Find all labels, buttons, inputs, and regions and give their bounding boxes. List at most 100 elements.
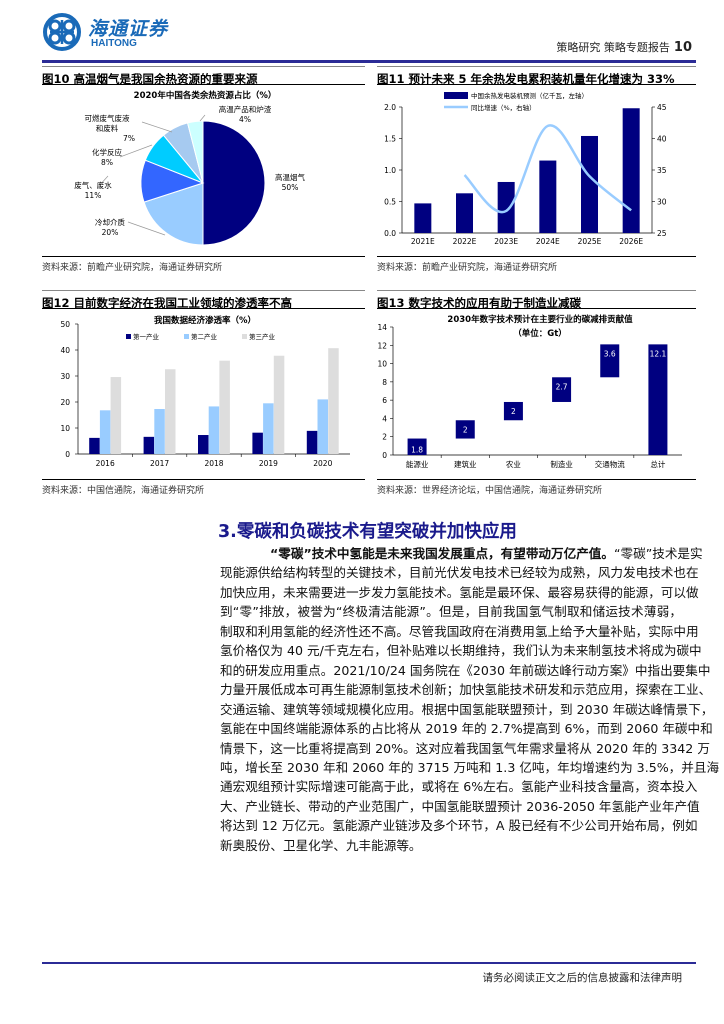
waterfall-bar xyxy=(552,377,572,402)
data-label: 1.8 xyxy=(411,446,423,455)
paragraph-line: 制取和利用氢能的经济性还不高。尽管我国政府在消费用氢上给予大量补贴，实际中用 xyxy=(220,623,699,639)
footer-disclaimer: 请务必阅读正文之后的信息披露和法律声明 xyxy=(482,972,683,984)
bar xyxy=(143,436,155,454)
bar xyxy=(581,135,598,233)
legend-swatch xyxy=(126,334,131,339)
y-tick-left: 0.0 xyxy=(384,229,396,238)
fig10-chart-title: 2020年中国各类余热资源占比（%） xyxy=(134,90,277,101)
y-tick-left: 1.0 xyxy=(384,166,396,175)
data-label: 2.7 xyxy=(556,382,568,391)
y-tick-right: 35 xyxy=(657,166,667,175)
x-tick: 交通物流 xyxy=(595,459,625,469)
fig13-chart-subtitle: （单位：Gt） xyxy=(513,328,567,339)
bar xyxy=(252,432,263,454)
bar xyxy=(263,403,274,454)
data-label: 12.1 xyxy=(650,349,667,358)
logo-english: HAITONG xyxy=(91,38,137,49)
waterfall-bar xyxy=(407,438,427,455)
data-label: 2 xyxy=(463,425,468,434)
pie-slice xyxy=(202,120,266,246)
body-paragraph: “零碳”技术中氢能是未来我国发展重点，有望带动万亿产值。“零碳”技术是实 现能源… xyxy=(220,544,720,855)
leader-line xyxy=(127,221,166,236)
slice-label: 化学反应 xyxy=(92,147,122,157)
legend-swatch xyxy=(242,334,247,339)
waterfall-bar xyxy=(455,420,475,439)
bar xyxy=(273,355,285,454)
leader-line xyxy=(141,121,173,133)
figure-11-source: 资料来源：前瞻产业研究院，海通证券研究所 xyxy=(377,256,696,273)
lead-sentence: “零碳”技术中氢能是未来我国发展重点，有望带动万亿产值。 xyxy=(270,546,614,561)
bar xyxy=(165,369,176,454)
slice-value: 8% xyxy=(101,158,113,167)
paragraph-line: 通宏观组预计实际增速可能高于此，或将在 6%左右。氢能产业科技含量高，资本投入 xyxy=(220,779,698,795)
report-type: 策略研究 策略专题报告 xyxy=(556,41,670,54)
x-tick: 总计 xyxy=(650,459,665,469)
page-number: 10 xyxy=(673,40,692,55)
leader-line xyxy=(97,175,109,188)
slice-value: 4% xyxy=(239,115,251,124)
slice-label: 废气、废水 xyxy=(74,180,112,190)
y-tick-left: 0.5 xyxy=(384,198,396,207)
line-text: “零碳”技术是实 xyxy=(614,546,703,561)
bar xyxy=(622,108,640,233)
y-tick: 12 xyxy=(377,341,387,350)
y-tick-left: 2.0 xyxy=(384,103,396,112)
paragraph-line: 加快应用，未来需要进一步发力氢能技术。氢能是最环保、最容易获得的能源，可以做 xyxy=(220,584,699,600)
figure-12-source: 资料来源：中国信通院，海通证券研究所 xyxy=(42,479,365,496)
legend-swatch-bar xyxy=(444,92,468,99)
y-tick-right: 25 xyxy=(657,229,667,238)
y-tick: 0 xyxy=(65,450,70,459)
y-tick-left: 1.5 xyxy=(384,135,396,144)
y-tick: 20 xyxy=(60,398,70,407)
paragraph-line: 和的研发应用重点。2021/10/24 国务院在《2030 年前碳达峰行动方案》… xyxy=(220,662,711,678)
bar xyxy=(110,377,122,454)
bar xyxy=(198,435,209,454)
waterfall-bar xyxy=(600,344,620,378)
bar xyxy=(89,437,100,454)
leader-line xyxy=(119,144,153,158)
slice-value: 7% xyxy=(123,134,135,143)
legend-label: 第三产业 xyxy=(249,332,276,341)
paragraph-line: “零碳”技术中氢能是未来我国发展重点，有望带动万亿产值。“零碳”技术是实 xyxy=(220,544,703,563)
paragraph-line: 新奥股份、卫星化学、九丰能源等。 xyxy=(220,837,422,853)
pie-slice xyxy=(143,182,204,246)
fig13-chart-title: 2030年数字技术预计在主要行业的碳减排贡献值 xyxy=(447,314,633,325)
bar xyxy=(219,360,230,454)
data-label: 2 xyxy=(511,407,516,416)
footer-rule xyxy=(42,962,696,964)
y-tick-right: 30 xyxy=(657,198,667,207)
pie-slice xyxy=(186,120,204,184)
x-tick: 2022E xyxy=(453,237,477,246)
figure-13-source: 资料来源：世界经济论坛，中国信通院，海通证券研究所 xyxy=(377,479,696,496)
header-section: 策略研究 策略专题报告 10 xyxy=(556,39,692,55)
x-tick: 2023E xyxy=(494,237,518,246)
legend-label: 中国余热发电装机预测（亿千瓦，左轴） xyxy=(471,91,588,100)
logo-chinese: 海通证券 xyxy=(88,18,169,40)
slice-label: 冷却介质 xyxy=(95,217,125,227)
charts-layer: 2020年中国各类余热资源占比（%） 我国数据经济渗透率（%） 2030年数字技… xyxy=(60,90,682,469)
x-tick: 2026E xyxy=(619,237,643,246)
paragraph-line: 现能源供给结构转型的关键技术，目前光伏发电技术已经较为成熟，风力发电技术也在 xyxy=(220,565,699,581)
y-tick: 14 xyxy=(377,323,387,332)
paragraph-line: 将达到 12 万亿元。氢能源产业链涉及多个环节，A 股已经有不少公司开始布局，例… xyxy=(220,818,698,834)
x-tick: 2025E xyxy=(578,237,602,246)
bar xyxy=(497,181,515,233)
paragraph-line: 到“零”排放，被誉为“终极清洁能源”。但是，目前我国氢气制取和储运技术薄弱， xyxy=(220,604,682,620)
bar xyxy=(414,203,432,233)
fig12-chart-title: 我国数据经济渗透率（%） xyxy=(154,315,256,326)
y-tick: 8 xyxy=(382,378,387,387)
bar xyxy=(456,193,473,233)
y-tick: 0 xyxy=(382,451,387,460)
paragraph-line: 力量开展低成本可再生能源制氢技术创新；加快氢能技术研发和示范应用，探索在工业、 xyxy=(220,682,712,698)
figure-10-source: 资料来源：前瞻产业研究院，海通证券研究所 xyxy=(42,256,365,273)
paragraph-line: 吨，增长至 2030 年和 2060 年的 3715 万吨和 1.3 亿吨，年均… xyxy=(220,759,720,775)
x-tick: 2017 xyxy=(150,459,169,468)
x-tick: 能源业 xyxy=(406,459,429,469)
y-tick: 10 xyxy=(60,424,70,433)
bar xyxy=(328,348,339,454)
y-tick: 4 xyxy=(382,414,387,423)
y-tick: 40 xyxy=(60,346,70,355)
haitong-logo-icon xyxy=(43,13,81,51)
slice-value: 11% xyxy=(85,191,102,200)
paragraph-line: 氢价格仅为 40 元/千克左右，但补贴难以长期维持，我们认为未来制氢技术将成为碳… xyxy=(220,643,702,659)
